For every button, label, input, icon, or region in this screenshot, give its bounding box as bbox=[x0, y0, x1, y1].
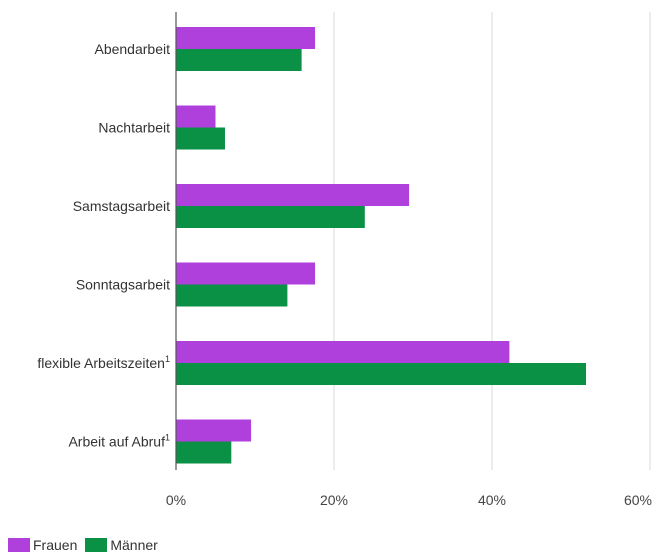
bar-mnner-2 bbox=[176, 206, 365, 228]
category-label-4: flexible Arbeitszeiten1 bbox=[37, 354, 170, 371]
bar-mnner-1 bbox=[176, 127, 225, 150]
x-tick-label-3: 60% bbox=[624, 492, 652, 508]
legend-swatch-maenner bbox=[85, 538, 108, 552]
legend-label-frauen: Frauen bbox=[33, 537, 78, 553]
x-tick-label-2: 40% bbox=[478, 492, 506, 508]
category-label-1: Nachtarbeit bbox=[98, 120, 170, 136]
category-label-3: Sonntagsarbeit bbox=[76, 277, 170, 293]
legend-item-frauen: Frauen bbox=[8, 537, 77, 553]
bar-frauen-2 bbox=[176, 184, 410, 206]
legend-item-maenner: Männer bbox=[85, 537, 158, 553]
bar-mnner-5 bbox=[176, 441, 232, 464]
bar-mnner-4 bbox=[176, 363, 587, 385]
bar-frauen-1 bbox=[176, 105, 216, 128]
bar-frauen-5 bbox=[176, 419, 252, 442]
bar-mnner-0 bbox=[176, 49, 302, 71]
category-label-0: Abendarbeit bbox=[94, 41, 170, 57]
bar-frauen-0 bbox=[176, 27, 316, 49]
bar-frauen-3 bbox=[176, 262, 316, 285]
x-tick-label-0: 0% bbox=[166, 492, 186, 508]
x-tick-label-1: 20% bbox=[320, 492, 348, 508]
bar-frauen-4 bbox=[176, 341, 510, 363]
bar-mnner-3 bbox=[176, 284, 288, 307]
category-label-5: Arbeit auf Abruf1 bbox=[68, 433, 170, 450]
category-label-2: Samstagsarbeit bbox=[73, 198, 170, 214]
legend: Frauen Männer bbox=[8, 537, 166, 553]
legend-label-maenner: Männer bbox=[110, 537, 158, 553]
legend-swatch-frauen bbox=[8, 538, 30, 552]
